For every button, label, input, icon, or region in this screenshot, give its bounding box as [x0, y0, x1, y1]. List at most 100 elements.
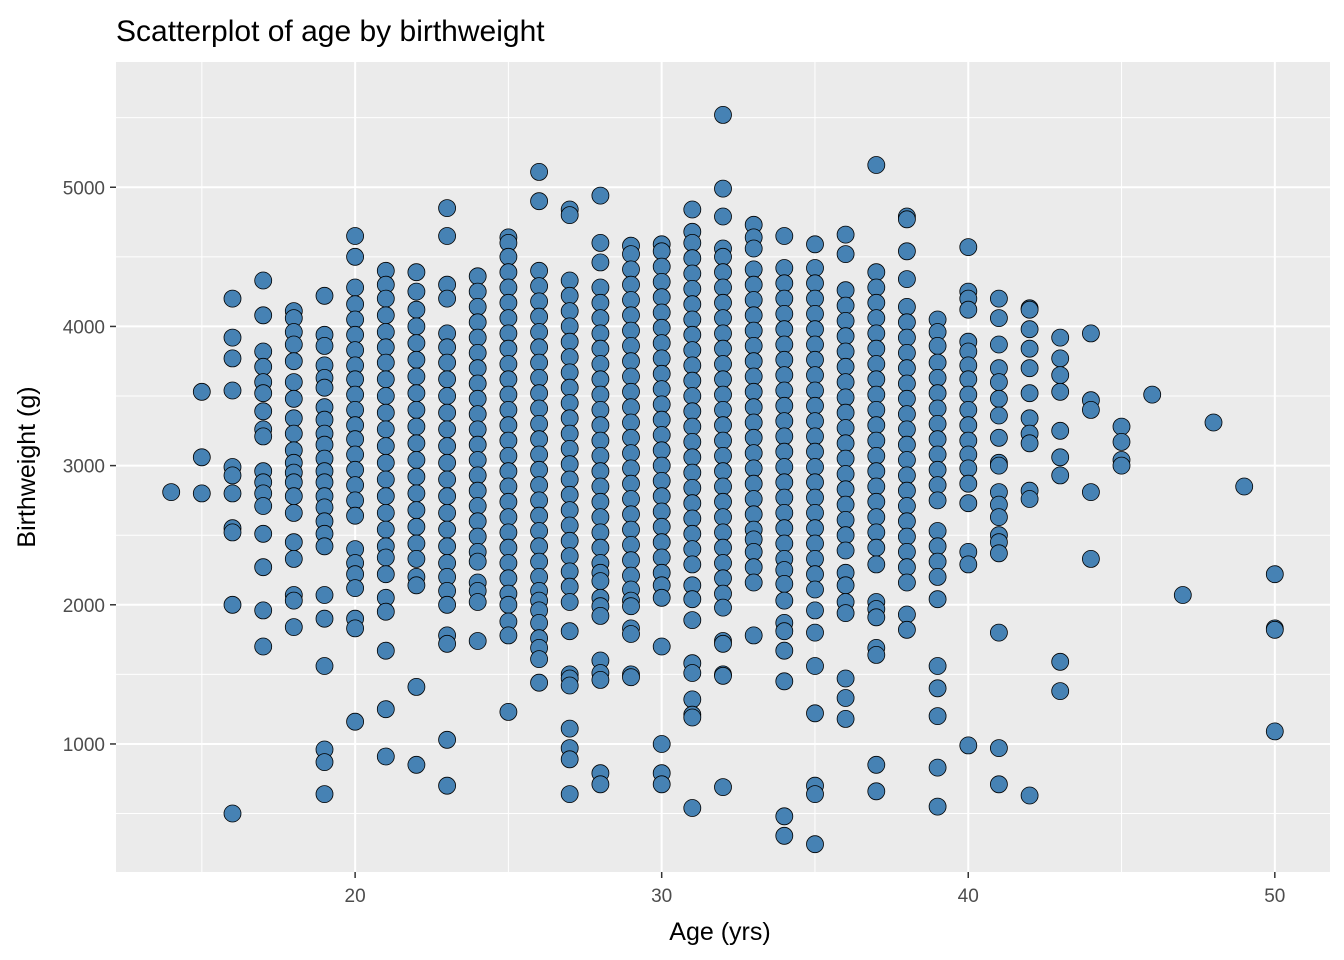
data-point [867, 278, 886, 297]
data-point [468, 552, 487, 571]
data-point [836, 576, 855, 595]
data-point [468, 420, 487, 439]
data-point [683, 295, 702, 314]
data-point [284, 487, 303, 506]
data-point [990, 775, 1008, 794]
data-point [990, 289, 1008, 308]
data-point [192, 382, 211, 401]
data-point [438, 634, 457, 653]
data-point [959, 416, 978, 435]
data-point [560, 485, 579, 504]
data-point [652, 242, 671, 261]
data-point [806, 519, 824, 538]
data-point [376, 602, 395, 621]
data-point [591, 400, 610, 419]
data-point [560, 286, 579, 305]
data-point [407, 550, 426, 568]
data-point [775, 259, 794, 277]
data-point [499, 293, 518, 312]
data-point [775, 534, 794, 553]
data-point [683, 200, 702, 219]
data-point [714, 339, 732, 358]
data-point [438, 453, 457, 472]
data-point [928, 797, 947, 816]
data-point [806, 235, 824, 254]
data-point [315, 609, 334, 628]
data-point [499, 523, 518, 542]
data-point [867, 462, 886, 481]
data-point [1265, 565, 1284, 584]
data-point [407, 400, 426, 419]
data-point [928, 657, 947, 675]
data-point [1235, 477, 1254, 496]
data-point [376, 370, 395, 389]
data-point [959, 459, 978, 478]
data-point [683, 417, 702, 436]
data-point [714, 355, 732, 373]
data-point [591, 492, 610, 511]
data-point [591, 278, 610, 297]
data-point [499, 309, 518, 328]
data-point [714, 309, 732, 328]
data-point [346, 278, 365, 297]
data-point [560, 409, 579, 428]
data-point [652, 426, 671, 444]
x-tick-label: 30 [651, 886, 672, 907]
data-point [683, 341, 702, 360]
data-point [284, 618, 303, 636]
data-point [898, 481, 916, 500]
data-point [806, 580, 824, 599]
data-point [438, 227, 457, 245]
y-tick-label: 5000 [63, 178, 105, 199]
data-point [652, 380, 671, 399]
data-point [346, 247, 365, 266]
data-point [622, 597, 640, 616]
data-point [530, 323, 548, 341]
data-point [1112, 432, 1131, 451]
data-point [683, 249, 702, 268]
data-point [714, 431, 732, 450]
data-point [1020, 384, 1039, 403]
data-point [867, 324, 886, 343]
data-point [346, 430, 365, 449]
data-point [836, 225, 855, 244]
data-point [836, 296, 855, 315]
data-point [560, 363, 579, 382]
data-point [254, 637, 273, 656]
data-point [867, 400, 886, 419]
data-point [744, 626, 763, 645]
data-point [836, 342, 855, 361]
data-point [806, 350, 824, 369]
data-point [499, 477, 518, 496]
data-point [407, 317, 426, 336]
data-point [560, 271, 579, 290]
data-point [499, 595, 518, 614]
data-point [530, 162, 548, 181]
data-point [468, 343, 487, 362]
data-point [560, 750, 579, 769]
data-point [560, 531, 579, 550]
data-point [407, 517, 426, 536]
data-point [928, 537, 947, 556]
data-point [683, 555, 702, 574]
data-point [192, 484, 211, 503]
data-point [714, 462, 732, 481]
data-point [560, 501, 579, 520]
data-point [407, 300, 426, 319]
data-point [775, 591, 794, 610]
y-tick-label: 3000 [63, 457, 105, 478]
data-point [468, 527, 487, 546]
data-point [468, 297, 487, 316]
data-point [530, 460, 548, 479]
data-point [284, 389, 303, 408]
data-point [867, 293, 886, 312]
data-point [468, 481, 487, 500]
x-tick-label: 20 [345, 886, 366, 907]
data-point [898, 620, 916, 639]
data-point [622, 245, 640, 264]
data-point [898, 527, 916, 546]
data-point [836, 480, 855, 499]
data-point [530, 552, 548, 571]
data-point [744, 382, 763, 401]
data-point [652, 318, 671, 337]
